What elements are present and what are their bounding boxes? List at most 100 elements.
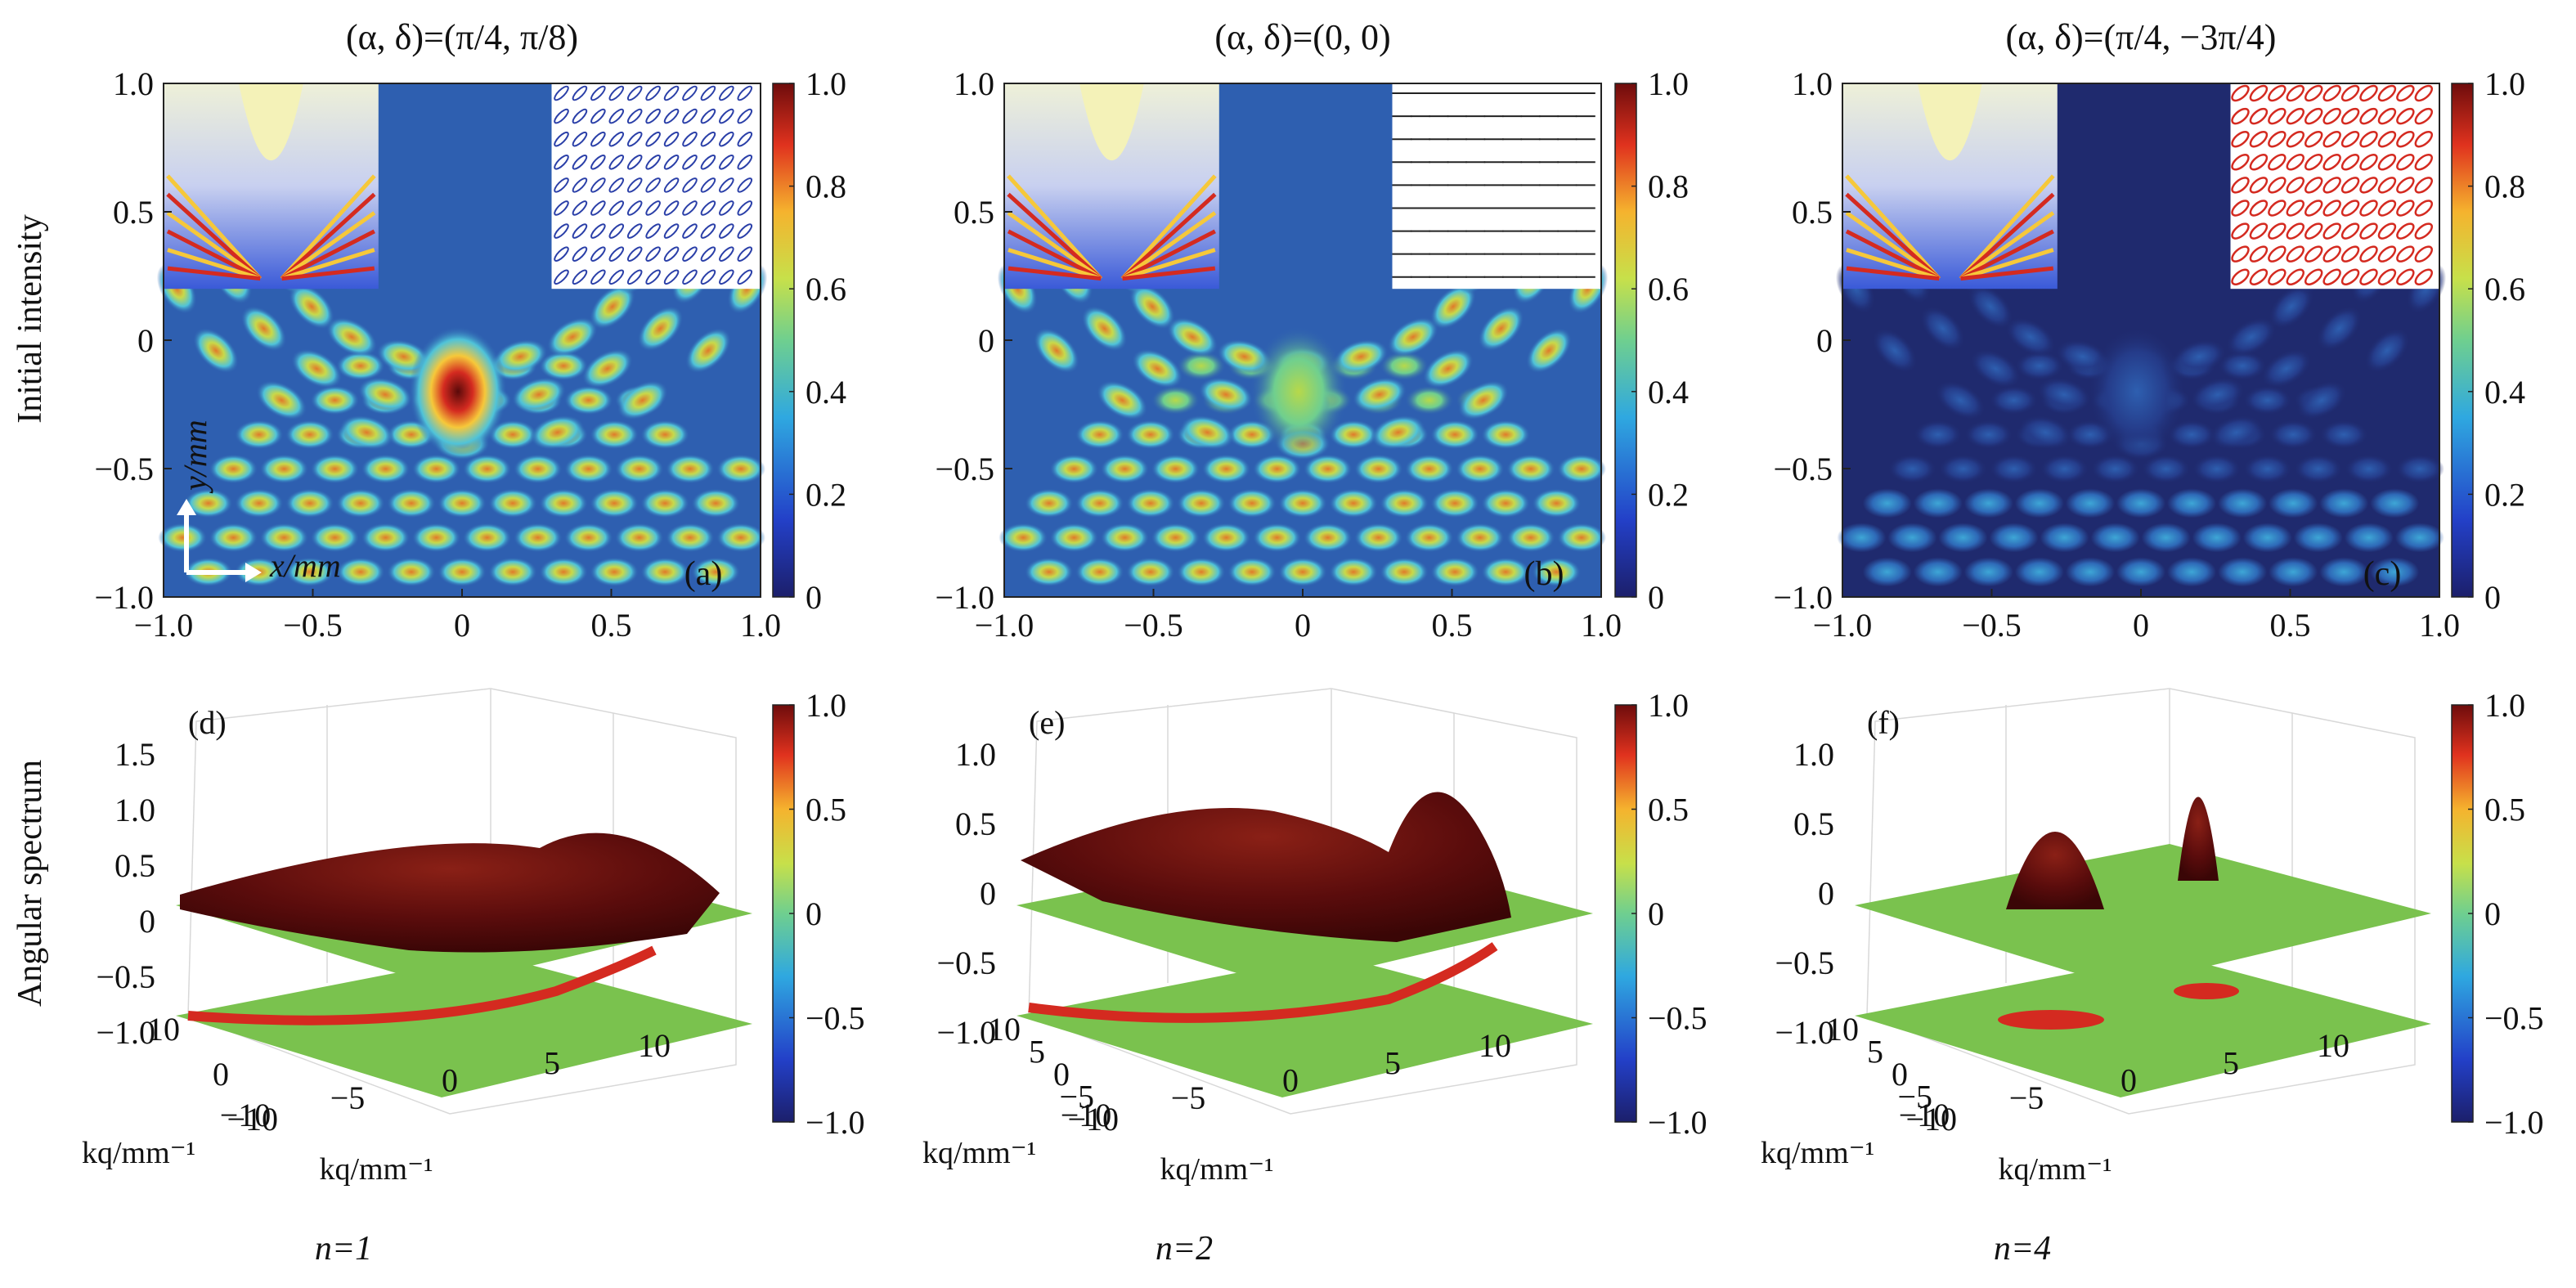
polarization-ellipse bbox=[682, 177, 698, 193]
intensity-spot bbox=[2394, 454, 2444, 484]
intensity-spot bbox=[2319, 488, 2369, 518]
polarization-ellipse bbox=[719, 177, 734, 193]
depth-tick-label: 10 bbox=[1826, 1011, 1859, 1048]
bottom-axis-label: kq/mm⁻¹ bbox=[1160, 1152, 1273, 1187]
polarization-ellipse bbox=[700, 200, 716, 216]
intensity-spot bbox=[285, 557, 334, 587]
polarization-ellipse bbox=[663, 223, 680, 239]
colorbar-tick-label: 0.6 bbox=[806, 271, 846, 307]
intensity-spot bbox=[2269, 420, 2318, 450]
colorbar bbox=[2451, 83, 2474, 598]
polarization-ellipse bbox=[554, 155, 569, 170]
y-tick-label: −0.5 bbox=[935, 451, 994, 487]
intensity-spot bbox=[1837, 523, 1887, 553]
x-tick-label: −0.5 bbox=[1962, 607, 2022, 644]
inset-fan-stripe bbox=[1845, 192, 1941, 280]
polarization-ellipse bbox=[682, 223, 698, 239]
polarization-ellipse bbox=[2322, 245, 2341, 263]
inset-fan-stripe bbox=[1846, 266, 1940, 281]
intensity-panel-1: (α, δ)=(π/4, π/8) (a) −1.0 −0.5 0 0.5 1.0 1.0 0.… bbox=[94, 17, 846, 644]
intensity-spot bbox=[1100, 523, 1150, 553]
y-tick-label: −0.5 bbox=[1773, 451, 1833, 487]
bottom-tick-label: 10 bbox=[638, 1027, 671, 1064]
bottom-tick-label: 10 bbox=[2317, 1027, 2349, 1064]
polarization-ellipse bbox=[626, 108, 643, 124]
z-tick-label: 1.0 bbox=[114, 792, 155, 828]
intensity-spot bbox=[1151, 454, 1200, 484]
panel-label: (b) bbox=[1524, 555, 1564, 593]
x-tick-label: −1.0 bbox=[134, 607, 194, 644]
intensity-spot bbox=[2394, 523, 2444, 553]
polarization-ellipse bbox=[2322, 130, 2341, 148]
polarization-ellipse bbox=[700, 131, 716, 147]
panel-label: (f) bbox=[1867, 704, 1900, 741]
polarization-ellipse bbox=[2286, 200, 2305, 217]
polarization-ellipse bbox=[554, 269, 569, 285]
intensity-spot bbox=[2141, 454, 2191, 484]
inset-fan-stripe bbox=[1008, 266, 1102, 281]
polarization-ellipse bbox=[2340, 154, 2360, 171]
intensity-spot bbox=[640, 488, 690, 518]
spectrum-projection bbox=[2174, 983, 2239, 999]
intensity-spot bbox=[1989, 523, 2039, 553]
intensity-spot bbox=[2090, 454, 2140, 484]
intensity-spot bbox=[2192, 454, 2242, 484]
y-tick-label: −0.5 bbox=[94, 451, 154, 487]
intensity-spot bbox=[1404, 385, 1454, 415]
polarization-ellipse bbox=[2396, 84, 2415, 102]
inset-fan-pattern bbox=[164, 83, 379, 289]
bottom-tick-label: −5 bbox=[1171, 1079, 1206, 1116]
intensity-spot bbox=[1198, 377, 1254, 412]
polarization-ellipse bbox=[554, 85, 569, 101]
polarization-ellipse bbox=[719, 269, 734, 285]
polarization-ellipse bbox=[663, 85, 680, 101]
polarization-ellipse bbox=[682, 155, 698, 170]
polarization-ellipse bbox=[626, 177, 643, 193]
polarization-ellipse bbox=[2249, 245, 2269, 263]
polarization-ellipse bbox=[2304, 268, 2323, 286]
intensity-spot bbox=[2172, 339, 2227, 375]
intensity-spot bbox=[488, 488, 538, 518]
x-tick-label: −0.5 bbox=[1124, 607, 1183, 644]
y-unit-label: y/mm bbox=[177, 420, 213, 494]
polarization-ellipse bbox=[2340, 268, 2360, 286]
intensity-spot bbox=[209, 454, 258, 484]
intensity-spot bbox=[1455, 523, 1505, 553]
intensity-spot bbox=[2370, 488, 2420, 518]
polarization-ellipse bbox=[2268, 84, 2287, 102]
intensity-spot bbox=[2225, 316, 2278, 357]
intensity-spot bbox=[1404, 523, 1454, 553]
central-peak bbox=[2088, 325, 2186, 457]
inset-fan-stripe bbox=[1121, 248, 1216, 281]
spectrum-surface bbox=[1021, 792, 1511, 942]
intensity-spot bbox=[1938, 454, 1988, 484]
depth-tick-label: −10 bbox=[1067, 1101, 1119, 1138]
inset-polarization bbox=[551, 83, 761, 289]
intensity-spot bbox=[1422, 348, 1474, 388]
intensity-spot bbox=[614, 454, 664, 484]
intensity-spot bbox=[1429, 284, 1476, 330]
intensity-spot bbox=[716, 454, 765, 484]
intensity-spot bbox=[1166, 316, 1218, 357]
x-tick-label: −1.0 bbox=[975, 607, 1034, 644]
polarization-ellipse bbox=[2340, 84, 2360, 102]
polarization-ellipse bbox=[572, 200, 588, 216]
polarization-ellipse bbox=[554, 223, 569, 239]
polarization-ellipse bbox=[2340, 107, 2360, 125]
intensity-spot bbox=[259, 454, 309, 484]
intensity-spot bbox=[1329, 420, 1379, 450]
intensity-spot bbox=[1176, 557, 1226, 587]
inset-fan-stripe bbox=[1846, 248, 1941, 281]
intensity-spot bbox=[259, 523, 309, 553]
polarization-ellipse bbox=[663, 131, 680, 147]
polarization-ellipse bbox=[2340, 177, 2360, 194]
inset-fan-stripe bbox=[1959, 192, 2055, 280]
intensity-spot bbox=[1887, 454, 1937, 484]
polarization-ellipse bbox=[2286, 245, 2305, 263]
intensity-spot bbox=[289, 284, 335, 330]
intensity-spot bbox=[2344, 523, 2394, 553]
intensity-spot bbox=[2296, 380, 2347, 420]
polarization-ellipse bbox=[2231, 107, 2250, 125]
polarization-ellipse bbox=[682, 269, 698, 285]
polarization-ellipse bbox=[2249, 177, 2269, 194]
